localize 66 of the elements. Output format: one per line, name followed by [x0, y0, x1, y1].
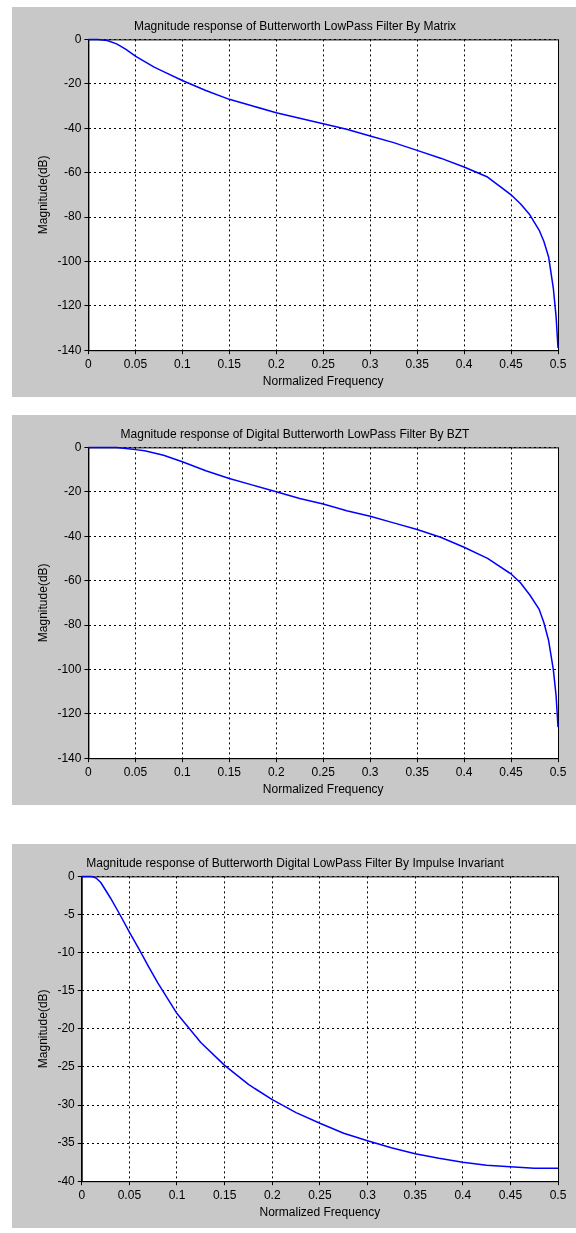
- x-tick-label: 0.5: [549, 764, 567, 779]
- x-tick-label: 0.15: [212, 1187, 237, 1202]
- x-tick-label: 0.25: [311, 764, 336, 779]
- x-tick-label: 0.35: [405, 764, 430, 779]
- x-tick-label: 0.35: [405, 356, 430, 371]
- y-tick-label: -80: [64, 209, 82, 224]
- x-tick-label: 0.5: [549, 356, 567, 371]
- x-tick-label: 0.3: [361, 764, 379, 779]
- y-tick-label: -20: [64, 76, 82, 91]
- x-tick-label: 0.45: [499, 764, 524, 779]
- x-tick-label: 0.3: [359, 1187, 377, 1202]
- y-tick-label: 0: [68, 868, 76, 883]
- x-tick-label: 0.1: [168, 1187, 186, 1202]
- x-tick-label: 0.2: [263, 1187, 281, 1202]
- x-axis-title: Normalized Frequency: [262, 782, 384, 797]
- y-tick-label: 0: [74, 439, 82, 454]
- y-tick-label: 0: [74, 31, 82, 46]
- x-tick-label: 0.1: [173, 356, 191, 371]
- x-tick-label: 0.05: [123, 764, 148, 779]
- y-tick-label: -60: [64, 572, 82, 587]
- y-tick-label: -20: [57, 1021, 76, 1036]
- y-axis-title: Magnitude(dB): [35, 989, 50, 1069]
- y-tick-label: -5: [64, 906, 76, 921]
- x-tick-label: 0.45: [498, 1187, 523, 1202]
- y-tick-label: -80: [64, 617, 82, 632]
- y-tick-label: -120: [57, 298, 82, 313]
- x-tick-label: 0.5: [549, 1187, 567, 1202]
- x-tick-label: 0.1: [173, 764, 191, 779]
- chart-title: Magnitude response of Digital Butterworth LowPass Filter By BZT: [120, 426, 471, 441]
- x-tick-label: 0.25: [308, 1187, 332, 1202]
- y-tick-label: -25: [57, 1059, 76, 1074]
- y-tick-label: -100: [57, 661, 82, 676]
- y-tick-label: -35: [57, 1135, 76, 1150]
- x-tick-label: 0.2: [267, 356, 285, 371]
- x-tick-label: 0.25: [311, 356, 336, 371]
- x-tick-label: 0.4: [455, 764, 473, 779]
- x-tick-label: 0.05: [123, 356, 148, 371]
- y-tick-label: -120: [57, 706, 82, 721]
- y-tick-label: -20: [64, 484, 82, 499]
- x-tick-label: 0.35: [403, 1187, 428, 1202]
- y-tick-label: -40: [57, 1173, 76, 1188]
- y-axis-title: Magnitude(dB): [35, 155, 50, 235]
- x-tick-label: 0.15: [217, 356, 242, 371]
- x-tick-label: 0: [85, 764, 93, 779]
- x-tick-label: 0.4: [454, 1187, 472, 1202]
- x-tick-label: 0.3: [361, 356, 379, 371]
- y-tick-label: -140: [57, 750, 82, 765]
- y-axis-title: Magnitude(dB): [35, 563, 50, 643]
- y-tick-label: -140: [57, 342, 82, 357]
- x-tick-label: 0.45: [499, 356, 524, 371]
- x-axis-title: Normalized Frequency: [262, 374, 384, 389]
- x-tick-label: 0.4: [455, 356, 473, 371]
- y-tick-label: -60: [64, 164, 82, 179]
- chart-title: Magnitude response of Butterworth Digital LowPass Filter By Impulse Invariant: [86, 855, 505, 870]
- y-tick-label: -100: [57, 253, 82, 268]
- x-tick-label: 0.15: [217, 764, 242, 779]
- x-axis-title: Normalized Frequency: [259, 1205, 381, 1220]
- y-tick-label: -15: [57, 983, 76, 998]
- x-tick-label: 0.2: [267, 764, 285, 779]
- y-tick-label: -30: [57, 1097, 76, 1112]
- y-tick-label: -10: [57, 944, 76, 959]
- y-tick-label: -40: [64, 120, 82, 135]
- chart-title: Magnitude response of Butterworth LowPass Filter By Matrix: [133, 18, 457, 33]
- x-tick-label: 0: [85, 356, 93, 371]
- x-tick-label: 0.05: [117, 1187, 142, 1202]
- y-tick-label: -40: [64, 528, 82, 543]
